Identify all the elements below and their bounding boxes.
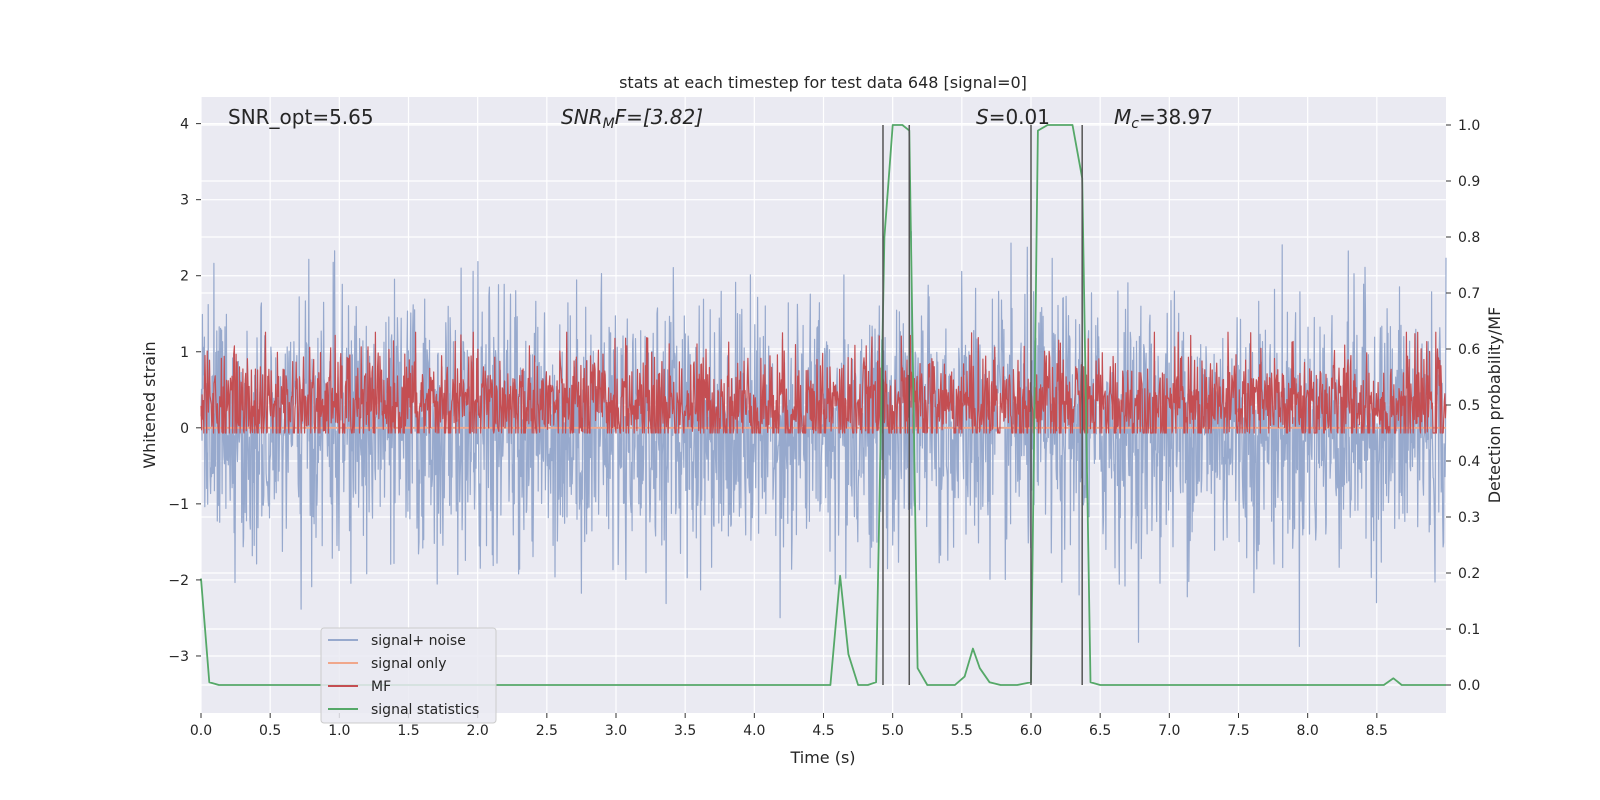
x-tick-label-0: 0.0 [190, 723, 212, 739]
y-right-tick-label-5: 0.5 [1458, 398, 1480, 414]
annotation-mc: Mc=38.97 [1114, 105, 1213, 132]
x-tick-label-14: 7.0 [1158, 723, 1180, 739]
annotation-mc-rest: =38.97 [1139, 105, 1213, 129]
x-tick-label-13: 6.5 [1089, 723, 1111, 739]
y-right-tick-label-0: 0.0 [1458, 678, 1480, 694]
legend-label-2: MF [371, 679, 391, 695]
x-axis-label: Time (s) [789, 748, 855, 767]
annotation-snr-opt: SNR_opt=5.65 [228, 105, 374, 129]
y-left-tick-label-0: −3 [168, 649, 189, 665]
y-right-tick-label-1: 0.1 [1458, 622, 1480, 638]
y-right-tick-label-4: 0.4 [1458, 454, 1480, 470]
legend-box [320, 627, 497, 724]
x-tick-label-8: 4.0 [743, 723, 765, 739]
annotation-s-rest: =0.01 [989, 105, 1050, 129]
annotation-snr-mf-sub: M [603, 116, 615, 132]
annotation-s: S=0.01 [976, 105, 1050, 129]
y-left-tick-label-6: 3 [180, 193, 189, 209]
y-left-tick-label-3: 0 [180, 421, 189, 437]
y-left-tick-label-7: 4 [180, 117, 189, 133]
y-right-tick-label-6: 0.6 [1458, 342, 1480, 358]
y-left-tick-label-4: 1 [180, 345, 189, 361]
x-tick-label-16: 8.0 [1297, 723, 1319, 739]
annotation-mc-sub: c [1131, 116, 1139, 132]
annotation-snr-mf-rest: F=[3.82] [615, 105, 703, 129]
y-left-tick-label-5: 2 [180, 269, 189, 285]
legend-label-3: signal statistics [371, 702, 479, 718]
x-tick-label-17: 8.5 [1366, 723, 1388, 739]
y-right-tick-label-2: 0.2 [1458, 566, 1480, 582]
x-tick-label-5: 2.5 [536, 723, 558, 739]
x-tick-label-10: 5.0 [882, 723, 904, 739]
y-left-tick-label-1: −2 [168, 573, 189, 589]
y-right-tick-label-3: 0.3 [1458, 510, 1480, 526]
y-axis-label-left: Whitened strain [140, 341, 159, 468]
y-right-tick-label-7: 0.7 [1458, 286, 1480, 302]
series-layer [200, 124, 1447, 686]
series-line-2 [200, 331, 1447, 434]
x-tick-label-15: 7.5 [1227, 723, 1249, 739]
x-tick-label-7: 3.5 [674, 723, 696, 739]
x-tick-label-9: 4.5 [812, 723, 834, 739]
x-tick-label-12: 6.0 [1020, 723, 1042, 739]
y-right-tick-label-8: 0.8 [1458, 230, 1480, 246]
x-tick-label-2: 1.0 [328, 723, 350, 739]
x-tick-label-4: 2.0 [467, 723, 489, 739]
y-right-tick-label-9: 0.9 [1458, 174, 1480, 190]
legend-label-1: signal only [371, 656, 446, 672]
y-right-tick-label-10: 1.0 [1458, 118, 1480, 134]
chart-title: stats at each timestep for test data 648… [619, 73, 1027, 92]
legend: signal+ noise signal only MF signal stat… [320, 627, 497, 724]
y-left-tick-label-2: −1 [168, 497, 189, 513]
annotation-s-main: S [976, 105, 989, 129]
x-tick-label-1: 0.5 [259, 723, 281, 739]
legend-label-0: signal+ noise [371, 633, 466, 649]
annotation-mc-main: M [1114, 105, 1131, 129]
vertical-lines [882, 125, 1083, 685]
x-tick-label-6: 3.0 [605, 723, 627, 739]
y-axis-label-right: Detection probability/MF [1485, 307, 1504, 504]
x-tick-label-3: 1.5 [397, 723, 419, 739]
annotation-snr-mf-main: SNR [561, 105, 603, 129]
series-line-3 [200, 124, 1446, 686]
ticks: 0.0 0.5 1.0 1.5 2.0 2.5 3.0 3.5 4.0 4.5 5.0 5.5 6.0 6… [168, 117, 1480, 739]
x-tick-label-11: 5.5 [951, 723, 973, 739]
annotation-snr-mf: SNRMF=[3.82] [561, 105, 703, 132]
